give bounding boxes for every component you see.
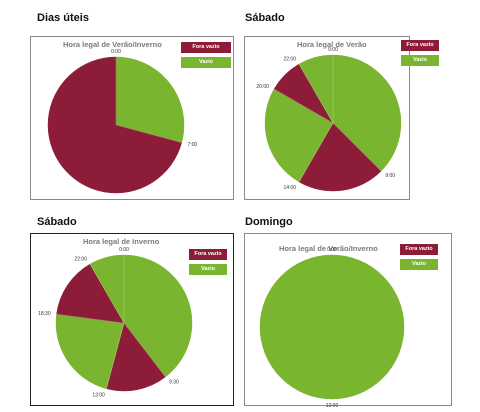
chart-panel-domingo: Hora legal de Verão/Inverno Fora vazio V… [244,233,452,409]
heading-sabado-inverno: Sábado [37,216,77,228]
time-label-9-30: 9:30 [169,380,179,386]
chart-panel-sabado-inverno: Hora legal de Inverno Fora vazio Vazio 0… [30,233,234,406]
time-label-20-00: 20:00 [256,84,269,90]
pie-slice-vazio-0 [115,56,185,143]
slice-boundary-line [106,322,125,389]
time-label-14-00: 14:00 [283,185,296,191]
pie-slice-vazio-0 [123,254,193,378]
chart-panel-sabado-verao: Hora legal de Verão Fora vazio Vazio 0:0… [244,36,439,200]
time-label-13-00: 13:00 [92,392,105,398]
slice-boundary-line [298,63,334,124]
heading-domingo: Domingo [245,216,293,228]
legend-fora-vazio: Fora vazio [181,42,231,53]
time-label-0-00: 0:00 [119,247,129,253]
legend-fora-vazio: Fora vazio [401,40,439,51]
slice-boundary-line [123,322,166,378]
pie-slice-vazio-4 [298,54,334,124]
pie-slice-fora-vazio-3 [56,263,125,324]
pie-slice-fora-vazio-1 [106,322,166,392]
pie-slice-vazio-2 [55,313,125,389]
legend-fora-vazio: Fora vazio [400,244,438,255]
chart-title: Hora legal de Verão/Inverno [63,40,162,49]
slice-boundary-line [89,263,125,324]
pie-slice-vazio-2 [264,88,334,183]
pie-chart: 0:00 9:30 13:00 18:30 22:00 [38,247,193,398]
legend-vazio: Vazio [401,55,439,66]
pie-slice-fora-vazio-1 [298,122,382,192]
time-label-0-00: 0:00 [111,49,121,55]
time-label-12-00: 12:00 [326,403,339,409]
pie-chart: 0:00 12:00 [259,247,405,409]
legend-vazio: Vazio [181,57,231,68]
legend: Fora vazio Vazio [401,40,451,70]
slice-boundary-line [56,313,125,324]
time-label-22-00: 22:00 [283,57,296,63]
slice-boundary-line [332,122,382,172]
time-label-0-00: 0:00 [328,47,338,53]
heading-dias-uteis: Dias úteis [37,12,89,24]
chart-title: Hora legal de Inverno [83,237,160,246]
chart-title: Hora legal de Verão/Inverno [279,244,378,253]
legend-vazio: Vazio [189,264,227,275]
legend: Fora vazio Vazio [189,249,239,279]
chart-panel-dias-uteis: Hora legal de Verão/Inverno Fora vazio V… [30,36,234,200]
legend-fora-vazio: Fora vazio [189,249,227,260]
pie-chart: 0:00 9:00 14:00 20:00 22:00 [256,47,402,192]
slice-boundary-line [115,124,182,143]
legend: Fora vazio Vazio [400,244,450,274]
time-label-22-00: 22:00 [74,257,87,263]
chart-title: Hora legal de Verão [297,40,367,49]
heading-sabado: Sábado [245,12,285,24]
pie-slice-vazio-4 [89,254,125,324]
pie-chart: 0:00 7:00 [47,49,197,194]
time-label-9-00: 9:00 [385,173,395,179]
pie-slice-fora-vazio-1 [47,56,182,194]
slice-boundary-line [298,122,334,183]
pie-slice-vazio-0 [332,54,402,172]
legend-vazio: Vazio [400,259,438,270]
time-label-7-00: 7:00 [187,142,197,148]
legend: Fora vazio Vazio [181,42,231,72]
time-label-0-00: 0:00 [327,247,337,253]
pie-slice-vazio-0 [259,254,405,400]
slice-boundary-line [273,88,334,124]
time-label-18-30: 18:30 [38,311,51,317]
